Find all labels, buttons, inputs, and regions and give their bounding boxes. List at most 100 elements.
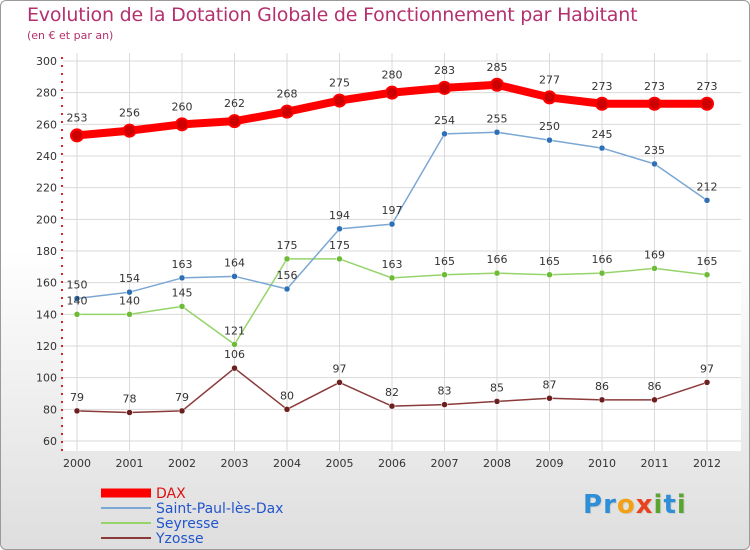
data-point — [122, 123, 137, 138]
data-point — [231, 273, 238, 280]
data-label: 86 — [648, 380, 662, 393]
data-point — [703, 197, 711, 204]
legend-label: DAX — [156, 486, 186, 502]
data-label: 285 — [487, 61, 508, 74]
y-tick-label: 160 — [36, 277, 57, 290]
data-point — [227, 114, 242, 129]
data-point — [703, 271, 711, 278]
data-point — [126, 409, 133, 416]
data-label: 97 — [333, 362, 347, 375]
data-label: 140 — [119, 294, 140, 307]
x-tick-label: 2009 — [536, 457, 564, 470]
data-point — [647, 96, 662, 111]
data-point — [598, 396, 606, 404]
chart-title: Evolution de la Dotation Globale de Fonc… — [27, 4, 638, 26]
data-point — [598, 269, 606, 277]
data-point — [700, 96, 714, 111]
y-tick-label: 200 — [36, 213, 57, 226]
data-label: 283 — [434, 64, 455, 77]
data-label: 255 — [487, 112, 508, 125]
data-label: 245 — [592, 128, 613, 141]
y-tick-label: 140 — [36, 308, 57, 321]
legend-label: Yzosse — [155, 531, 204, 547]
data-label: 97 — [700, 362, 714, 375]
data-point — [493, 398, 501, 405]
data-point — [126, 311, 133, 318]
data-label: 86 — [595, 380, 609, 393]
chart-subtitle: (en € et par an) — [27, 29, 114, 42]
data-label: 277 — [539, 73, 560, 86]
data-point — [178, 407, 186, 415]
data-label: 197 — [382, 204, 403, 217]
data-label: 268 — [277, 88, 298, 101]
x-tick-label: 2002 — [168, 457, 196, 470]
y-tick-label: 280 — [36, 87, 57, 100]
y-tick-label: 300 — [36, 55, 57, 68]
data-label: 163 — [382, 258, 403, 271]
data-label: 156 — [277, 269, 298, 282]
data-point — [283, 255, 291, 263]
data-point — [332, 93, 347, 108]
data-label: 79 — [70, 391, 84, 404]
y-tick-label: 220 — [36, 182, 57, 195]
data-point — [546, 271, 553, 278]
y-tick-label: 60 — [43, 435, 57, 448]
data-point — [490, 77, 504, 92]
data-label: 273 — [644, 80, 665, 93]
data-label: 273 — [697, 80, 718, 93]
data-point — [73, 311, 81, 318]
data-point — [280, 104, 294, 119]
data-point — [388, 274, 396, 282]
y-tick-label: 180 — [36, 245, 57, 258]
data-label: 145 — [172, 286, 193, 299]
data-label: 166 — [487, 253, 508, 266]
y-tick-label: 240 — [36, 150, 57, 163]
data-label: 80 — [280, 389, 294, 402]
data-point — [178, 274, 186, 282]
data-label: 87 — [543, 378, 557, 391]
data-point — [651, 396, 658, 404]
legend-label: Saint-Paul-lès-Dax — [156, 501, 283, 517]
data-point — [283, 406, 291, 413]
legend-label: Seyresse — [156, 516, 219, 532]
data-label: 280 — [382, 69, 403, 82]
data-label: 165 — [434, 255, 455, 268]
data-label: 83 — [438, 385, 452, 398]
data-point — [542, 90, 557, 105]
y-tick-label: 260 — [36, 118, 57, 131]
data-point — [73, 295, 81, 302]
data-label: 194 — [329, 209, 350, 222]
data-label: 78 — [123, 393, 137, 406]
data-label: 256 — [119, 107, 140, 120]
data-label: 273 — [592, 80, 613, 93]
data-label: 79 — [175, 391, 189, 404]
data-label: 260 — [172, 100, 193, 113]
data-point — [70, 128, 84, 143]
plot-area — [63, 53, 741, 451]
x-tick-label: 2007 — [431, 457, 459, 470]
data-point — [336, 225, 343, 233]
data-label: 106 — [224, 348, 245, 361]
data-point — [595, 96, 609, 111]
data-point — [388, 402, 396, 410]
data-label: 262 — [224, 97, 245, 110]
data-point — [441, 130, 448, 138]
data-point — [651, 265, 658, 272]
data-point — [651, 160, 658, 168]
data-label: 169 — [644, 248, 665, 261]
data-point — [73, 407, 81, 415]
data-label: 250 — [539, 120, 560, 133]
data-label: 85 — [490, 381, 504, 394]
x-tick-label: 2004 — [273, 457, 301, 470]
data-label: 166 — [592, 253, 613, 266]
y-tick-label: 100 — [36, 372, 57, 385]
data-label: 150 — [67, 279, 88, 292]
data-point — [493, 269, 501, 277]
x-tick-label: 2001 — [116, 457, 144, 470]
data-label: 163 — [172, 258, 193, 271]
data-label: 82 — [385, 386, 399, 399]
data-point — [441, 271, 448, 278]
data-point — [437, 80, 452, 95]
data-point — [598, 144, 606, 152]
x-tick-label: 2006 — [378, 457, 406, 470]
